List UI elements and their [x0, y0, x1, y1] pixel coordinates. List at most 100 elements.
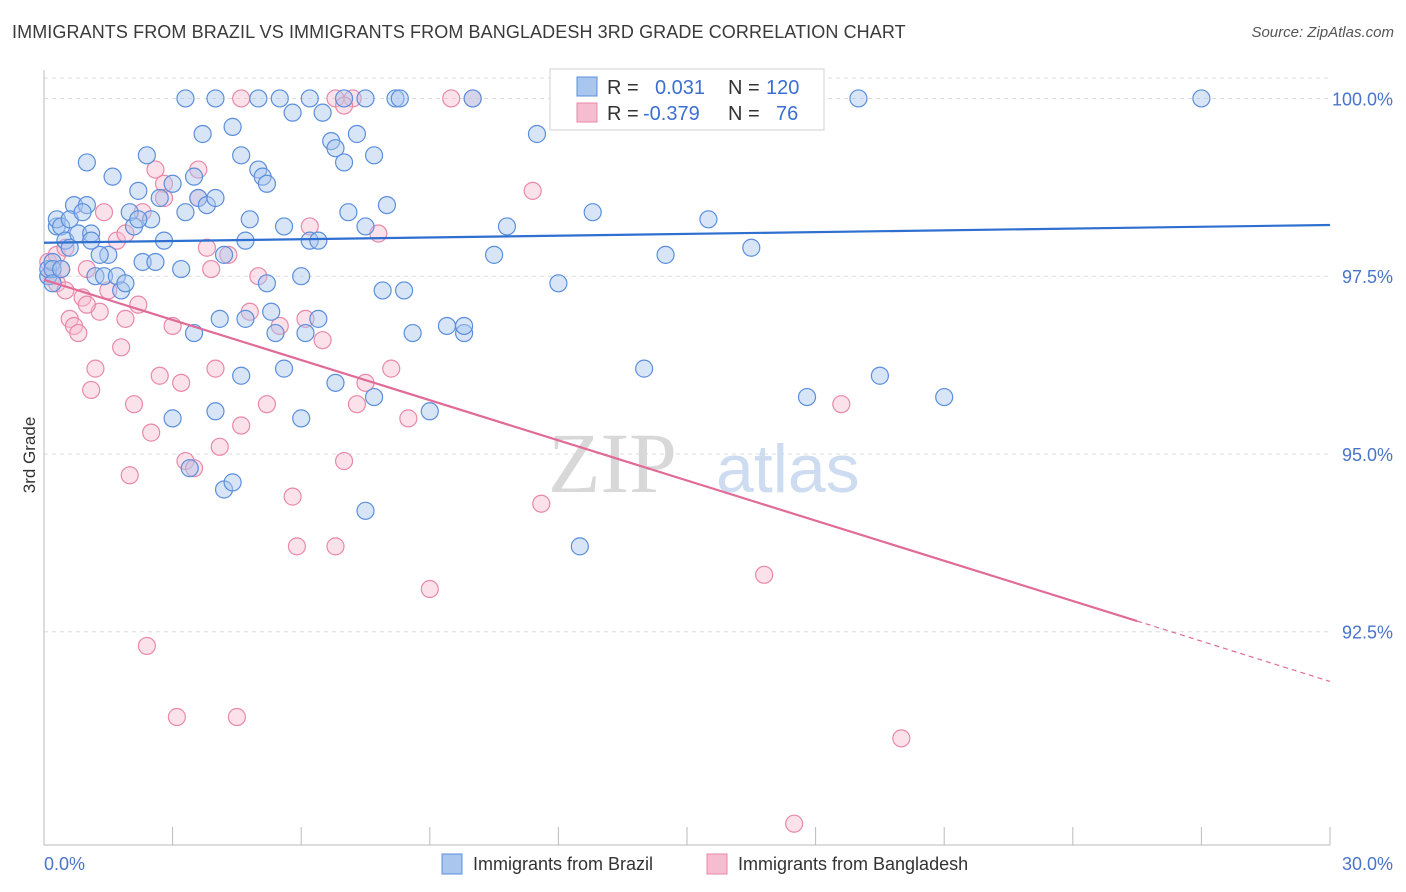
bangladesh-point	[232, 89, 251, 108]
brazil-point	[146, 252, 165, 272]
brazil-point	[364, 387, 384, 407]
brazil-point	[206, 89, 225, 108]
bangladesh-point	[326, 537, 345, 556]
trend-lines	[43, 223, 1331, 683]
brazil-point	[463, 89, 482, 108]
chart-source: Source: ZipAtlas.com	[1251, 24, 1394, 41]
legend-bangladesh-swatch	[706, 853, 728, 875]
stats-box: R = 0.031 N = 120 R = -0.379 N = 76	[549, 68, 825, 131]
bangladesh-point	[382, 359, 401, 378]
brazil-point	[583, 203, 602, 222]
axes	[43, 70, 1331, 846]
brazil-point	[420, 402, 439, 421]
legend-brazil-label: Immigrants from Brazil	[473, 854, 653, 874]
bangladesh-point	[94, 203, 114, 222]
bangladesh-point	[197, 238, 216, 257]
brazil-point	[206, 188, 225, 208]
brazil-point	[129, 210, 148, 229]
bangladesh-point	[832, 395, 851, 414]
bangladesh-point	[296, 309, 315, 328]
bangladesh-point	[442, 89, 461, 108]
brazil-point	[223, 473, 242, 492]
brazil-point	[527, 124, 547, 144]
bangladesh-point	[172, 373, 191, 392]
brazil-point	[403, 323, 422, 343]
brazil-point	[283, 103, 302, 122]
brazil-point	[797, 387, 817, 407]
bangladesh-point	[257, 395, 277, 414]
brazil-point	[326, 373, 345, 392]
bangladesh-point	[82, 380, 101, 400]
brazil-point	[262, 302, 281, 321]
bangladesh-point	[420, 579, 439, 599]
bangladesh-point	[69, 323, 88, 343]
stats-brazil-n-value: 120	[766, 77, 799, 99]
brazil-point	[549, 274, 568, 293]
brazil-point	[172, 259, 191, 279]
stats-brazil-r-value: 0.031	[655, 77, 705, 99]
bangladesh-point	[146, 160, 165, 179]
watermark-zip: ZIP	[548, 415, 677, 511]
brazil-point	[249, 89, 268, 108]
brazil-point	[82, 231, 101, 250]
brazil-point	[454, 316, 474, 336]
brazil-point	[309, 309, 328, 328]
stats-brazil-r-label: R =	[607, 77, 639, 99]
brazil-point	[163, 409, 182, 428]
bangladesh-point	[227, 707, 246, 727]
brazil-point	[656, 245, 675, 264]
brazil-point	[454, 323, 474, 343]
brazil-point	[849, 89, 868, 108]
brazil-point	[742, 238, 761, 257]
bangladesh-point	[167, 707, 186, 727]
stats-bangladesh-swatch	[576, 102, 598, 123]
x-tick-label: 0.0%	[44, 854, 85, 874]
brazil-point	[52, 259, 71, 279]
brazil-point	[73, 203, 92, 222]
brazil-point	[270, 89, 289, 108]
chart-title: IMMIGRANTS FROM BRAZIL VS IMMIGRANTS FRO…	[12, 22, 906, 42]
legend-brazil-swatch	[441, 853, 463, 875]
bangladesh-point	[86, 359, 105, 378]
bangladesh-point	[283, 487, 302, 506]
y-tick-label: 97.5%	[1342, 267, 1393, 287]
brazil-point	[377, 195, 397, 215]
bangladesh-point	[755, 565, 774, 584]
watermark-atlas: atlas	[716, 431, 860, 507]
brazil-point	[356, 501, 375, 520]
brazil-point	[274, 217, 294, 236]
brazil-point	[129, 181, 148, 200]
bangladesh-point	[785, 814, 804, 833]
brazil-point	[176, 89, 195, 108]
brazil-trend-line	[43, 223, 1331, 244]
bangladesh-point	[124, 395, 144, 414]
stats-brazil-n-label: N =	[728, 77, 760, 99]
brazil-point	[699, 210, 718, 229]
bangladesh-point	[154, 188, 174, 208]
watermark: ZIP atlas	[548, 415, 860, 511]
bangladesh-point	[532, 494, 551, 513]
y-axis-title: 3rd Grade	[20, 417, 39, 494]
bangladesh-point	[334, 451, 354, 471]
brazil-point	[210, 309, 229, 328]
brazil-point	[292, 409, 311, 428]
bangladesh-point	[287, 537, 307, 556]
brazil-point	[163, 174, 182, 193]
brazil-point	[386, 89, 405, 108]
brazil-point	[266, 323, 285, 343]
brazil-point	[193, 124, 212, 144]
brazil-points	[39, 89, 1211, 556]
bangladesh-point	[120, 466, 139, 485]
bangladesh-point	[313, 331, 332, 350]
brazil-point	[103, 167, 122, 186]
brazil-point	[116, 274, 135, 293]
brazil-point	[257, 174, 277, 193]
brazil-point	[77, 153, 96, 172]
brazil-point	[485, 245, 504, 264]
brazil-point	[292, 267, 311, 286]
bangladesh-point	[150, 366, 169, 385]
brazil-point	[437, 316, 457, 336]
bangladesh-point	[137, 636, 156, 656]
bangladesh-point	[232, 416, 251, 435]
